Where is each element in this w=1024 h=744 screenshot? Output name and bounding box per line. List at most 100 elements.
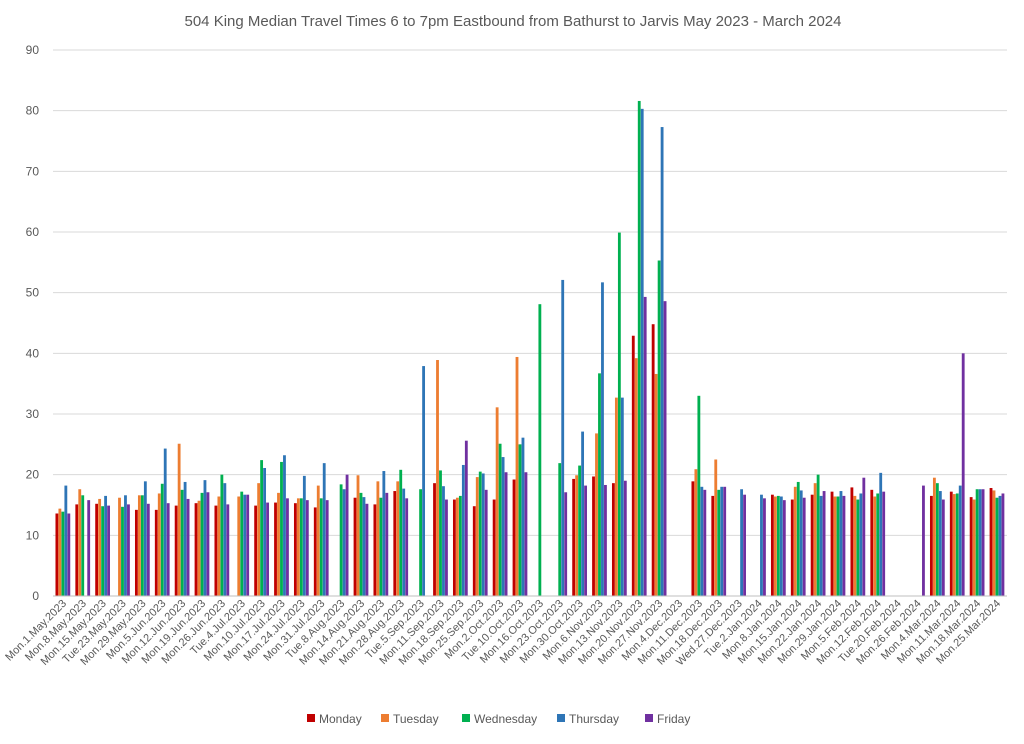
bar-wednesday: [598, 373, 601, 596]
bar-friday: [763, 498, 766, 596]
bar-thursday: [143, 481, 147, 596]
bar-wednesday: [776, 495, 780, 596]
bar-thursday: [601, 282, 604, 596]
bar-thursday: [104, 495, 108, 596]
bar-monday: [373, 504, 377, 596]
bar-tuesday: [78, 489, 82, 596]
x-axis-ticks: Mon.1.May.2023Mon.8.May.2023Mon.15.May.2…: [3, 598, 1003, 669]
legend-label-friday: Friday: [657, 712, 690, 726]
bar-monday: [214, 505, 218, 596]
bar-wednesday: [518, 444, 522, 596]
bar-wednesday: [498, 443, 502, 596]
bar-tuesday: [992, 490, 996, 596]
y-tick-label: 50: [26, 286, 40, 300]
legend-label-wednesday: Wednesday: [474, 712, 537, 726]
bar-wednesday: [836, 496, 840, 596]
bar-tuesday: [654, 373, 658, 596]
y-tick-label: 20: [26, 468, 40, 482]
legend-swatch-wednesday: [462, 714, 470, 722]
bar-tuesday: [515, 356, 519, 596]
bar-thursday: [879, 472, 883, 596]
gridlines: [53, 49, 1007, 536]
bar-friday: [127, 504, 130, 596]
bar-wednesday: [180, 489, 184, 596]
bar-wednesday: [260, 460, 264, 596]
bar-wednesday: [319, 498, 323, 596]
legend-swatch-thursday: [557, 714, 565, 722]
bar-friday: [87, 500, 91, 596]
bar-monday: [949, 491, 953, 596]
bar-wednesday: [240, 491, 244, 596]
bar-wednesday: [657, 260, 661, 596]
bar-wednesday: [339, 484, 343, 596]
bar-friday: [226, 504, 230, 596]
bar-friday: [723, 486, 727, 596]
bar-thursday: [859, 493, 863, 596]
bar-friday: [166, 503, 170, 596]
bar-wednesday: [458, 495, 462, 596]
bar-tuesday: [277, 492, 280, 596]
bar-tuesday: [58, 508, 62, 596]
legend-label-tuesday: Tuesday: [393, 712, 439, 726]
bar-friday: [345, 474, 349, 596]
bar-thursday: [263, 467, 267, 596]
bar-tuesday: [972, 499, 976, 596]
bar-tuesday: [634, 358, 638, 596]
y-tick-label: 10: [26, 528, 40, 542]
bar-wednesday: [140, 495, 144, 596]
bar-friday: [107, 505, 110, 596]
bar-thursday: [402, 488, 406, 596]
bar-thursday: [978, 489, 982, 596]
bar-tuesday: [137, 495, 141, 596]
legend-swatch-monday: [307, 714, 315, 722]
bar-thursday: [243, 494, 247, 596]
bar-friday: [146, 503, 150, 596]
bar-tuesday: [316, 485, 320, 596]
bar-wednesday: [697, 395, 701, 596]
bar-monday: [274, 502, 277, 596]
bar-monday: [492, 499, 496, 596]
bar-thursday: [819, 495, 823, 596]
legend-swatch-friday: [645, 714, 653, 722]
bar-monday: [929, 495, 933, 596]
bar-monday: [293, 503, 297, 596]
bar-monday: [611, 483, 615, 596]
bar-monday: [830, 491, 834, 596]
bar-tuesday: [296, 498, 300, 596]
bar-thursday: [461, 464, 465, 596]
bar-tuesday: [118, 497, 121, 596]
bar-thursday: [64, 485, 68, 596]
bar-monday: [75, 504, 79, 596]
bar-thursday: [561, 279, 565, 596]
bar-wednesday: [200, 492, 204, 596]
bar-tuesday: [952, 494, 956, 596]
bar-tuesday: [157, 493, 161, 596]
bar-friday: [663, 301, 667, 596]
bar-friday: [484, 489, 488, 596]
bar-friday: [206, 492, 210, 596]
bar-wednesday: [796, 481, 800, 596]
bar-wednesday: [478, 471, 482, 596]
bar-thursday: [422, 366, 426, 596]
bar-monday: [433, 483, 436, 596]
legend-swatch-tuesday: [381, 714, 389, 722]
bar-tuesday: [614, 397, 618, 596]
bar-thursday: [660, 127, 664, 597]
bar-thursday: [183, 481, 187, 596]
bar-friday: [703, 489, 707, 596]
bar-wednesday: [220, 474, 224, 596]
bar-friday: [504, 472, 508, 596]
bar-tuesday: [237, 496, 241, 596]
bar-thursday: [640, 108, 644, 596]
bar-friday: [464, 440, 468, 596]
bar-friday: [922, 485, 925, 596]
y-tick-label: 80: [26, 104, 40, 118]
bar-friday: [941, 499, 945, 596]
bar-wednesday: [876, 493, 880, 596]
bar-tuesday: [197, 500, 201, 596]
bar-monday: [194, 503, 198, 596]
bar-friday: [623, 480, 627, 596]
bar-wednesday: [856, 499, 860, 596]
bar-friday: [743, 494, 746, 596]
